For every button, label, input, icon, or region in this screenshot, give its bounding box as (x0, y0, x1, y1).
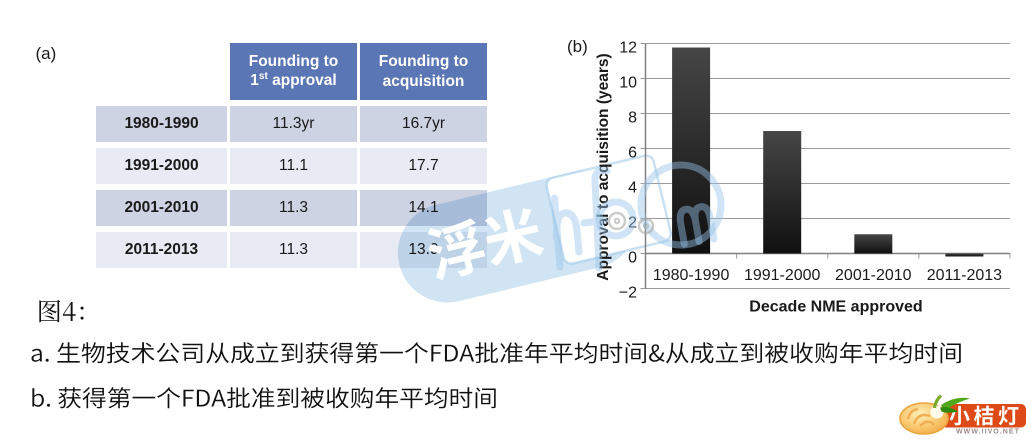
svg-text:Approval to acquisition (years: Approval to acquisition (years) (595, 53, 612, 280)
svg-text:2: 2 (628, 215, 637, 232)
svg-text:12: 12 (619, 40, 637, 57)
svg-text:2001-2010: 2001-2010 (835, 267, 912, 284)
svg-text:1991-2000: 1991-2000 (744, 267, 821, 284)
svg-text:WWW.IIVO.NET: WWW.IIVO.NET (956, 429, 1020, 436)
svg-text:−2: −2 (619, 285, 637, 302)
svg-text:2011-2013: 2011-2013 (927, 267, 1002, 284)
svg-text:10: 10 (619, 75, 637, 92)
svg-text:8: 8 (628, 110, 637, 127)
svg-text:1980-1990: 1980-1990 (653, 267, 730, 284)
svg-text:6: 6 (628, 145, 637, 162)
svg-text:0: 0 (628, 250, 637, 267)
svg-text:4: 4 (628, 180, 637, 197)
svg-text:Decade NME approved: Decade NME approved (749, 299, 922, 316)
